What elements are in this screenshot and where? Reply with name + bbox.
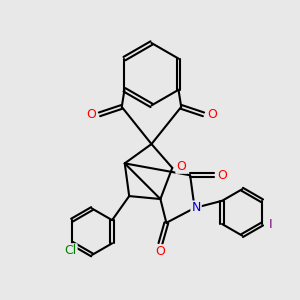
Text: Cl: Cl [64,244,76,257]
Text: O: O [86,108,96,121]
Text: O: O [155,245,165,258]
Text: I: I [269,218,272,230]
Text: O: O [217,169,227,182]
Text: N: N [191,202,201,214]
Text: O: O [176,160,186,173]
Text: O: O [207,108,217,121]
